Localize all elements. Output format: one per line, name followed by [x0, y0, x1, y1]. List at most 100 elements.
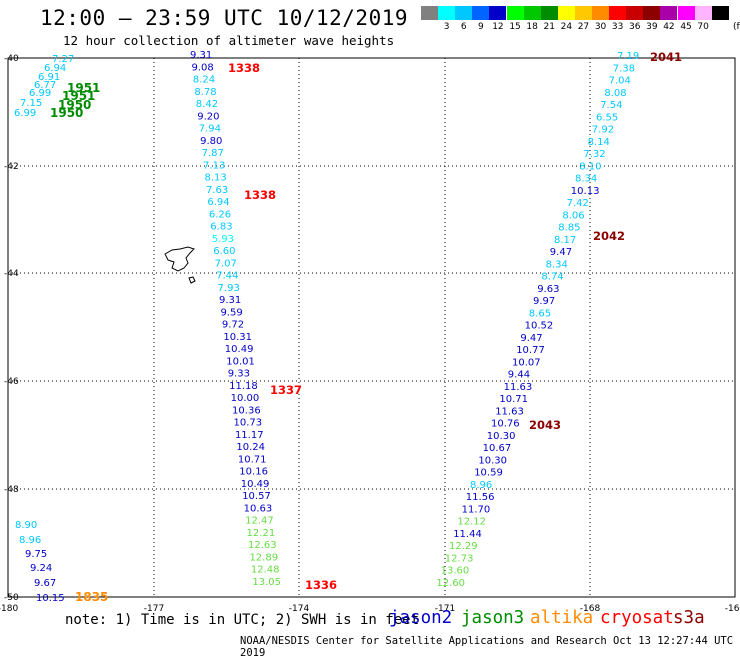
- wave-height-value: 9.44: [508, 370, 530, 381]
- wave-height-value: 6.83: [210, 222, 232, 233]
- wave-height-value: 10.77: [516, 345, 545, 356]
- wave-height-value: 8.34: [546, 259, 568, 270]
- legend-unit: (ft): [733, 22, 740, 32]
- wave-height-value: 10.57: [242, 491, 271, 502]
- legend-label: 70: [697, 22, 709, 32]
- wave-height-value: 12.21: [247, 528, 276, 539]
- legend-label: 21: [543, 22, 555, 32]
- wave-height-value: 7.19: [617, 51, 639, 62]
- pass-time-label: 1950: [58, 98, 91, 112]
- wave-height-value: 11.63: [504, 382, 533, 393]
- wave-height-value: 10.73: [234, 418, 263, 429]
- legend-swatch: [489, 6, 507, 20]
- pass-time-label: 2042: [593, 229, 625, 243]
- wave-height-value: 9.20: [197, 111, 219, 122]
- wave-height-value: 7.93: [218, 283, 240, 294]
- wave-height-value: 8.08: [604, 88, 626, 99]
- wave-height-value: 12.63: [248, 540, 277, 551]
- wave-height-value: 7.42: [567, 198, 589, 209]
- islet-outline: [188, 276, 196, 284]
- wave-height-value: 9.24: [30, 563, 52, 574]
- wave-height-value: 11.18: [229, 381, 258, 392]
- legend-swatch: [677, 6, 695, 20]
- lat-label: -50: [4, 593, 19, 603]
- wave-height-value: 12.47: [245, 516, 274, 527]
- wave-height-value: 9.31: [190, 50, 212, 61]
- wave-height-value: 10.07: [512, 357, 541, 368]
- wave-height-value: 7.92: [592, 125, 614, 136]
- wave-height-value: 10.67: [483, 443, 512, 454]
- wave-height-value: 10.31: [223, 332, 252, 343]
- lon-label: -165: [725, 604, 740, 614]
- wave-height-value: 7.13: [203, 160, 225, 171]
- legend-label: 9: [477, 22, 484, 32]
- pass-time-label: 1338: [244, 188, 276, 202]
- wave-height-value: 6.55: [596, 112, 618, 123]
- wave-height-value: 12.12: [457, 517, 486, 528]
- wave-height-value: 9.47: [550, 247, 572, 258]
- lon-label: -171: [435, 604, 455, 614]
- wave-height-value: 6.94: [44, 63, 66, 74]
- credit-line: NOAA/NESDIS Center for Satellite Applica…: [240, 635, 734, 659]
- legend-swatch: [472, 6, 490, 20]
- legend-swatch: [711, 6, 729, 20]
- wave-height-value: 12.48: [251, 565, 280, 576]
- satellite-label-jason2: jason2: [389, 608, 453, 628]
- pass-time-label: 1338: [228, 61, 260, 75]
- wave-height-value: 10.63: [244, 503, 273, 514]
- legend-label: 33: [611, 22, 624, 32]
- legend-swatch: [523, 6, 541, 20]
- wave-height-value: 10.16: [239, 467, 268, 478]
- wave-height-value: 11.63: [495, 406, 524, 417]
- legend-swatch: [609, 6, 627, 20]
- pass-time-label: 1336: [305, 578, 337, 592]
- wave-height-value: 11.44: [453, 529, 482, 540]
- lat-label: -40: [4, 54, 19, 64]
- wave-height-value: 7.54: [600, 100, 622, 111]
- wave-height-value: 11.17: [235, 430, 264, 441]
- legend-label: 39: [646, 22, 658, 32]
- wave-height-value: 6.91: [38, 72, 60, 83]
- legend-swatch: [421, 6, 438, 20]
- wave-height-value: 12.73: [445, 553, 474, 564]
- wave-height-value: 6.99: [29, 88, 51, 99]
- pass-time-label: 2043: [529, 418, 561, 432]
- satellite-label-s3a: s3a: [673, 608, 705, 628]
- satellite-label-altika: altika: [530, 608, 594, 628]
- wave-height-value: 10.36: [232, 405, 261, 416]
- pass-time-label: 2041: [650, 50, 682, 64]
- map-frame: [7, 57, 736, 598]
- wave-height-value: 11.56: [466, 492, 495, 503]
- legend-swatch: [694, 6, 712, 20]
- legend-label: 12: [492, 22, 504, 32]
- wave-height-value: 8.10: [579, 161, 601, 172]
- legend-label: 18: [526, 22, 538, 32]
- legend-swatch: [540, 6, 558, 20]
- wave-height-value: 12.89: [249, 552, 278, 563]
- wave-height-value: 8.96: [470, 480, 492, 491]
- pass-time-label: 1951: [67, 81, 100, 95]
- wave-height-value: 11.70: [462, 504, 491, 515]
- wave-height-value: 9.72: [222, 320, 244, 331]
- wave-height-value: 7.38: [613, 63, 635, 74]
- wave-height-value: 10.13: [571, 186, 600, 197]
- wave-height-value: 7.94: [199, 124, 221, 135]
- pass-time-label: 1950: [50, 106, 83, 120]
- lon-label: -177: [144, 604, 164, 614]
- wave-height-value: 9.75: [25, 549, 47, 560]
- wave-height-value: 7.63: [206, 185, 228, 196]
- lat-label: -48: [4, 485, 19, 495]
- wave-height-value: 8.85: [558, 223, 580, 234]
- wave-height-value: 13.60: [441, 566, 470, 577]
- legend-swatch: [557, 6, 575, 20]
- satellite-label-cryosat: cryosat: [600, 608, 674, 628]
- wave-height-value: 10.59: [474, 468, 503, 479]
- wave-height-value: 8.65: [529, 308, 551, 319]
- wave-height-value: 6.60: [213, 246, 235, 257]
- wave-height-value: 9.47: [520, 333, 542, 344]
- wave-height-value: 8.34: [575, 174, 597, 185]
- legend-label: 42: [663, 22, 675, 32]
- wave-height-value: 10.71: [238, 454, 267, 465]
- legend-label: 3: [443, 22, 450, 32]
- wave-height-value: 9.59: [220, 307, 242, 318]
